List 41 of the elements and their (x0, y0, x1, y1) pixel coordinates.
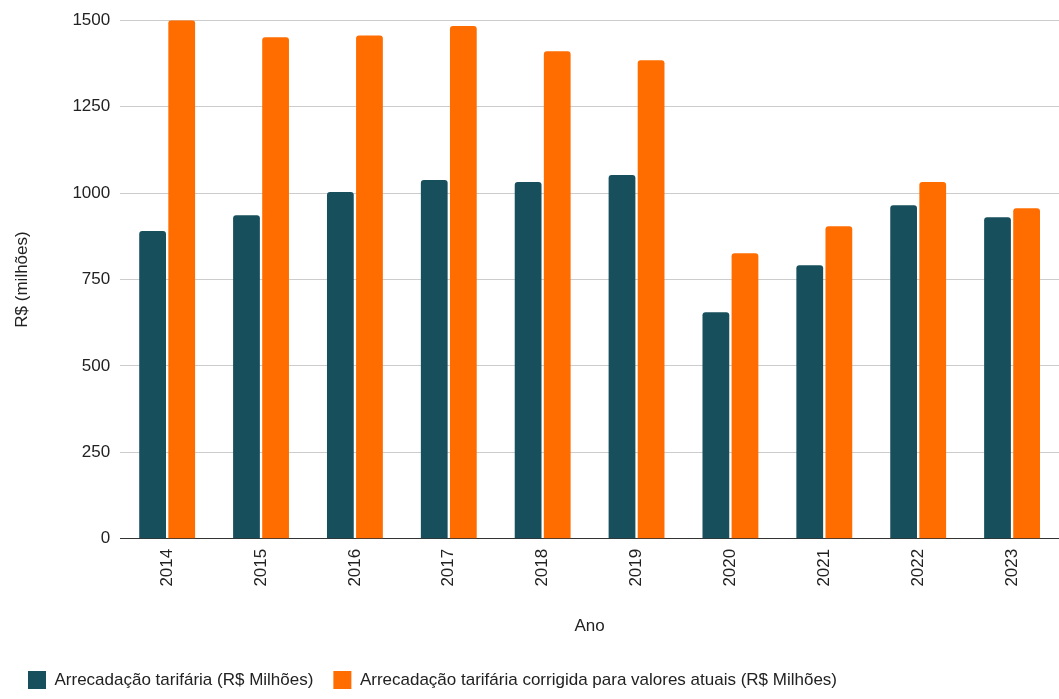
bar (326, 192, 354, 539)
y-tick-label: 1250 (72, 96, 111, 116)
bar (262, 37, 289, 539)
x-tick-label: 2018 (532, 548, 552, 587)
bar (356, 35, 383, 539)
legend-label: Arrecadação tarifária (R$ Milhões) (54, 669, 314, 689)
bar (984, 217, 1011, 539)
bar (514, 182, 542, 539)
y-tick-label: 1000 (72, 182, 111, 202)
bar (420, 179, 448, 539)
x-tick-label: 2017 (438, 548, 458, 587)
bar (139, 231, 166, 539)
y-tick-label: 500 (81, 355, 111, 375)
x-tick-label: 2020 (720, 548, 740, 587)
legend-label: Arrecadação tarifária corrigida para valores atuais (R$ Milhões) (359, 669, 838, 689)
x-tick-label: 2019 (626, 548, 646, 587)
y-tick-label: 250 (81, 442, 111, 462)
bar (608, 175, 636, 539)
bar (890, 205, 918, 539)
x-tick-label: 2016 (344, 548, 364, 587)
x-tick-label: 2023 (1001, 548, 1021, 587)
bar (233, 215, 260, 539)
bar (543, 51, 571, 539)
x-tick-label: 2015 (250, 548, 270, 587)
x-tick-label: 2022 (907, 548, 927, 587)
bar (796, 265, 824, 539)
x-tick-label: 2014 (156, 548, 176, 587)
x-tick-label: 2021 (813, 548, 833, 587)
bar (919, 182, 947, 539)
bar (168, 20, 196, 539)
y-axis-title: R$ (milhões) (11, 231, 31, 328)
bar (702, 312, 730, 539)
bar (1013, 208, 1040, 539)
bar (637, 60, 665, 539)
x-axis-title: Ano (574, 616, 605, 636)
y-tick-label: 0 (100, 528, 111, 548)
bar (731, 253, 759, 539)
bar (449, 26, 477, 539)
bar (825, 226, 853, 539)
y-tick-label: 750 (81, 269, 111, 289)
y-tick-label: 1500 (72, 9, 111, 29)
